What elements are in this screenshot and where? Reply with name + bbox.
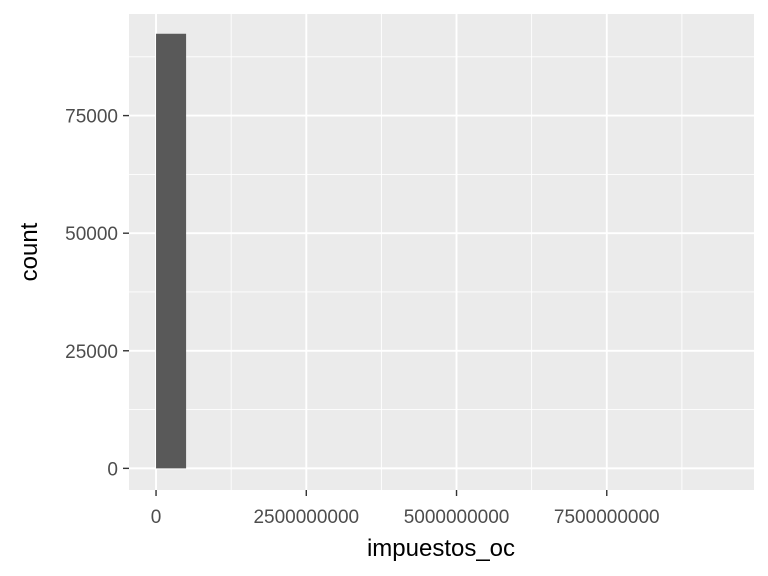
- x-axis-title: impuestos_oc: [367, 535, 515, 562]
- x-tick-label: 7500000000: [554, 507, 660, 528]
- y-axis-title: count: [16, 222, 43, 281]
- y-axis: 0 25000 50000 75000: [65, 107, 129, 480]
- y-tick-label: 50000: [65, 224, 118, 245]
- histogram-bar: [156, 33, 187, 469]
- minor-gridlines: [129, 14, 754, 490]
- x-tick-label: 0: [151, 507, 162, 528]
- y-tick-label: 25000: [65, 342, 118, 363]
- x-tick-label: 5000000000: [404, 507, 510, 528]
- major-gridlines: [129, 14, 754, 490]
- y-tick-label: 75000: [65, 107, 118, 128]
- y-tick-label: 0: [107, 459, 118, 480]
- bars: [156, 33, 187, 469]
- panel-background: [129, 14, 754, 490]
- x-tick-label: 2500000000: [253, 507, 359, 528]
- x-axis: 0 2500000000 5000000000 7500000000: [151, 490, 660, 528]
